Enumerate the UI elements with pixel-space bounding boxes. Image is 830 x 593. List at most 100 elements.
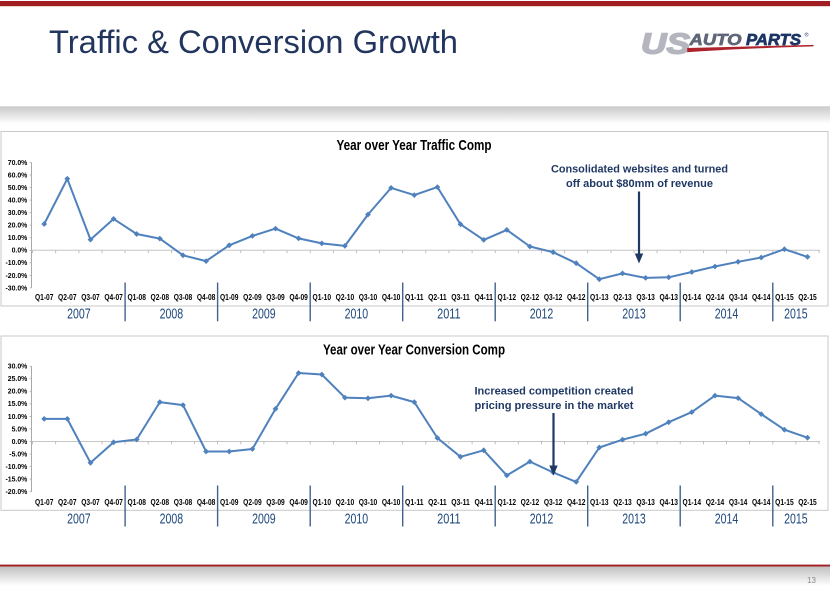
svg-text:Q2-09: Q2-09 [243, 292, 262, 302]
svg-text:2010: 2010 [345, 512, 369, 528]
svg-text:Q1-08: Q1-08 [127, 497, 146, 507]
svg-text:Q1-07: Q1-07 [35, 292, 54, 302]
svg-text:-30.0%: -30.0% [5, 285, 27, 292]
svg-text:Q2-10: Q2-10 [336, 497, 355, 507]
svg-text:Q3-07: Q3-07 [81, 497, 100, 507]
svg-text:Q1-09: Q1-09 [220, 497, 239, 507]
svg-text:Q2-14: Q2-14 [706, 497, 725, 507]
svg-text:pricing pressure in the market: pricing pressure in the market [475, 400, 634, 412]
svg-text:Q2-11: Q2-11 [428, 292, 447, 302]
svg-text:2015: 2015 [784, 306, 808, 322]
svg-text:Q2-12: Q2-12 [521, 497, 540, 507]
svg-text:Q4-13: Q4-13 [659, 497, 678, 507]
svg-text:Q2-07: Q2-07 [58, 292, 77, 302]
svg-text:Q4-10: Q4-10 [382, 497, 401, 507]
svg-text:-10.0%: -10.0% [5, 260, 27, 267]
svg-text:2013: 2013 [622, 512, 646, 528]
svg-text:Q1-13: Q1-13 [590, 497, 609, 507]
svg-text:Q2-13: Q2-13 [613, 292, 632, 302]
svg-text:2012: 2012 [530, 512, 554, 528]
svg-text:Consolidated websites and turn: Consolidated websites and turned [551, 164, 728, 176]
svg-text:Year over Year Traffic Comp: Year over Year Traffic Comp [337, 138, 492, 154]
svg-text:2011: 2011 [437, 306, 461, 322]
svg-text:2007: 2007 [67, 306, 91, 322]
svg-text:Q4-09: Q4-09 [289, 292, 308, 302]
svg-text:2015: 2015 [784, 512, 808, 528]
svg-text:Q4-09: Q4-09 [289, 497, 308, 507]
svg-text:Q2-10: Q2-10 [336, 292, 355, 302]
svg-text:2008: 2008 [160, 306, 184, 322]
svg-text:70.0%: 70.0% [8, 160, 28, 167]
svg-text:Q4-14: Q4-14 [752, 292, 771, 302]
svg-text:Q1-15: Q1-15 [775, 497, 794, 507]
svg-text:off about $80mm of revenue: off about $80mm of revenue [566, 178, 713, 190]
svg-text:15.0%: 15.0% [8, 401, 28, 408]
svg-text:-20.0%: -20.0% [5, 489, 27, 496]
svg-text:Q2-08: Q2-08 [151, 497, 170, 507]
svg-text:Q4-08: Q4-08 [197, 497, 216, 507]
svg-text:Increased competition created: Increased competition created [475, 386, 634, 398]
svg-text:Q3-10: Q3-10 [359, 497, 378, 507]
svg-text:Q2-15: Q2-15 [798, 292, 817, 302]
svg-text:Q1-07: Q1-07 [35, 497, 54, 507]
svg-text:Q4-08: Q4-08 [197, 292, 216, 302]
svg-text:Q1-08: Q1-08 [127, 292, 146, 302]
svg-text:2012: 2012 [530, 306, 554, 322]
svg-text:2009: 2009 [252, 306, 276, 322]
svg-text:Q4-11: Q4-11 [474, 292, 493, 302]
svg-text:Q3-07: Q3-07 [81, 292, 100, 302]
svg-text:Q1-12: Q1-12 [498, 292, 517, 302]
svg-text:AUTO: AUTO [688, 32, 741, 49]
svg-text:13: 13 [807, 576, 816, 585]
svg-text:Q2-14: Q2-14 [706, 292, 725, 302]
svg-text:0.0%: 0.0% [12, 248, 28, 255]
svg-text:Q1-15: Q1-15 [775, 292, 794, 302]
svg-text:Q3-13: Q3-13 [636, 292, 655, 302]
svg-text:-15.0%: -15.0% [5, 477, 27, 484]
svg-text:Q3-10: Q3-10 [359, 292, 378, 302]
svg-text:50.0%: 50.0% [8, 185, 28, 192]
svg-text:2013: 2013 [622, 306, 646, 322]
svg-text:Q1-11: Q1-11 [405, 497, 424, 507]
svg-text:Q1-10: Q1-10 [313, 497, 332, 507]
svg-text:Q1-14: Q1-14 [683, 497, 702, 507]
svg-text:Q3-08: Q3-08 [174, 497, 193, 507]
svg-text:Q2-08: Q2-08 [151, 292, 170, 302]
svg-text:-10.0%: -10.0% [5, 464, 27, 471]
svg-text:Q2-11: Q2-11 [428, 497, 447, 507]
svg-text:Q2-09: Q2-09 [243, 497, 262, 507]
svg-text:Q4-11: Q4-11 [474, 497, 493, 507]
svg-text:20.0%: 20.0% [8, 389, 28, 396]
svg-text:2009: 2009 [252, 512, 276, 528]
svg-text:Q3-14: Q3-14 [729, 497, 748, 507]
svg-text:Q2-15: Q2-15 [798, 497, 817, 507]
svg-text:Q3-11: Q3-11 [451, 292, 470, 302]
svg-text:2011: 2011 [437, 512, 461, 528]
svg-text:Q2-12: Q2-12 [521, 292, 540, 302]
svg-text:Q3-08: Q3-08 [174, 292, 193, 302]
svg-text:20.0%: 20.0% [8, 223, 28, 230]
svg-text:Year over Year Conversion Comp: Year over Year Conversion Comp [323, 343, 505, 359]
svg-text:Q4-07: Q4-07 [104, 497, 123, 507]
svg-text:2010: 2010 [345, 306, 369, 322]
svg-text:10.0%: 10.0% [8, 235, 28, 242]
svg-text:2014: 2014 [715, 512, 739, 528]
svg-text:Traffic & Conversion Growth: Traffic & Conversion Growth [49, 24, 458, 60]
svg-text:Q4-13: Q4-13 [659, 292, 678, 302]
svg-text:Q4-12: Q4-12 [567, 497, 586, 507]
svg-text:Q1-12: Q1-12 [498, 497, 517, 507]
svg-text:Q3-12: Q3-12 [544, 497, 563, 507]
svg-text:Q3-12: Q3-12 [544, 292, 563, 302]
svg-text:-5.0%: -5.0% [9, 451, 27, 458]
svg-text:25.0%: 25.0% [8, 376, 28, 383]
svg-text:Q1-10: Q1-10 [313, 292, 332, 302]
svg-text:Q1-13: Q1-13 [590, 292, 609, 302]
svg-text:5.0%: 5.0% [12, 426, 28, 433]
svg-text:Q1-11: Q1-11 [405, 292, 424, 302]
svg-text:PARTS: PARTS [746, 32, 802, 49]
svg-text:Q2-07: Q2-07 [58, 497, 77, 507]
svg-text:Q4-10: Q4-10 [382, 292, 401, 302]
svg-text:40.0%: 40.0% [8, 198, 28, 205]
svg-text:30.0%: 30.0% [8, 364, 28, 371]
svg-text:®: ® [805, 32, 809, 39]
